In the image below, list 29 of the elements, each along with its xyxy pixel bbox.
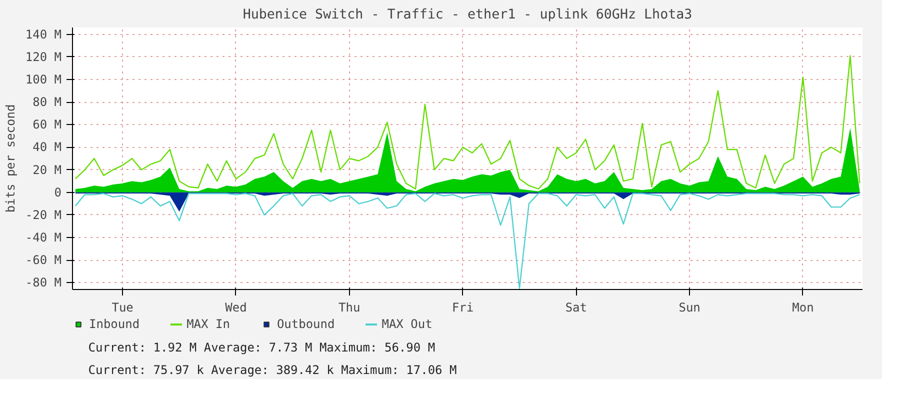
y-tick-label: 80 M — [32, 95, 62, 110]
legend-label: MAX Out — [382, 317, 432, 331]
x-tick-label: Tue — [112, 300, 134, 314]
y-tick-label: 120 M — [25, 50, 62, 64]
y-tick-label: 20 M — [32, 162, 62, 177]
text: Current: 1.92 M Average: 7.73 M Maximum: 56.90 M — [88, 340, 436, 354]
y-axis-title: bits per second — [3, 104, 18, 213]
x-tick-label: Wed — [225, 300, 247, 314]
x-tick-label: Thu — [338, 300, 360, 314]
x-tick-label: Fri — [452, 300, 474, 314]
x-tick-label: Mon — [792, 300, 814, 314]
y-tick-label: 140 M — [25, 27, 62, 42]
y-tick-label: 0 — [54, 185, 62, 200]
y-tick-label: 100 M — [25, 72, 62, 86]
legend-label: Outbound — [276, 317, 335, 331]
chart-title: Hubenice Switch - Traffic - ether1 - uplink 60GHz Lhota3 — [242, 8, 692, 22]
line-series — [74, 55, 860, 190]
y-tick-label: -80 M — [25, 276, 62, 290]
legend-label: Inbound — [89, 317, 140, 331]
y-tick-label: 40 M — [32, 140, 62, 154]
legend-label: MAX In — [186, 317, 230, 331]
line-series — [74, 192, 860, 289]
x-tick-label: Sat — [565, 300, 588, 314]
text: Current: 75.97 k Average: 389.42 k Maximum: 17.06 M — [88, 363, 457, 378]
y-tick-label: -20 M — [25, 208, 62, 222]
y-tick-label: 60 M — [32, 118, 62, 132]
x-tick-label: Sun — [678, 300, 700, 314]
y-tick-label: -40 M — [25, 230, 62, 245]
y-tick-label: -60 M — [25, 253, 62, 268]
